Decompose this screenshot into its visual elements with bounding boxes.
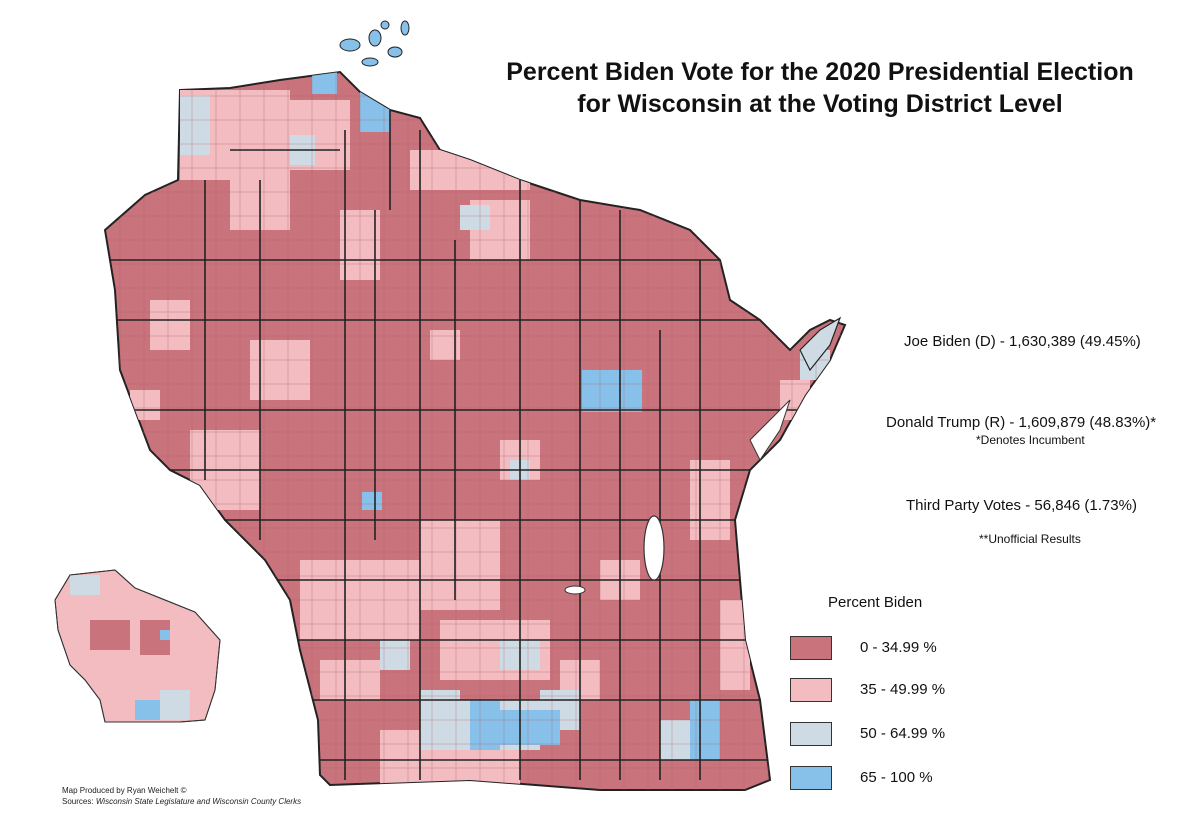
sources-text: Wisconsin State Legislature and Wisconsi…: [95, 797, 302, 806]
small-lake: [564, 585, 586, 595]
biden-result: Joe Biden (D) - 1,630,389 (49.45%): [904, 333, 1141, 350]
title-line-2: for Wisconsin at the Voting District Lev…: [577, 90, 1063, 118]
unofficial-note: **Unofficial Results: [979, 532, 1081, 546]
legend-swatch: [790, 766, 832, 790]
map-sources: Sources: Wisconsin State Legislature and…: [62, 797, 301, 806]
legend-label: 50 - 64.99 %: [860, 725, 946, 742]
third-party-result: Third Party Votes - 56,846 (1.73%): [906, 497, 1137, 514]
county-borders: [105, 110, 845, 780]
sources-label: Sources:: [62, 797, 94, 806]
legend-swatch: [790, 722, 832, 746]
map-title: Percent Biden Vote for the 2020 Presiden…: [450, 56, 1190, 120]
title-line-1: Percent Biden Vote for the 2020 Presiden…: [506, 58, 1134, 86]
legend-item-65-100: 65 - 100 %: [790, 766, 990, 792]
apostle-islands: [339, 20, 410, 67]
lake-winnebago: [643, 515, 665, 581]
legend-item-35-50: 35 - 49.99 %: [790, 678, 990, 704]
green-bay-water: [749, 399, 791, 461]
legend-item-50-65: 50 - 64.99 %: [790, 722, 990, 748]
inset-map: [54, 569, 221, 723]
legend-swatch: [790, 678, 832, 702]
map-credit: Map Produced by Ryan Weichelt ©: [62, 786, 187, 795]
legend-title: Percent Biden: [828, 594, 923, 611]
incumbent-note: *Denotes Incumbent: [976, 433, 1085, 447]
trump-result: Donald Trump (R) - 1,609,879 (48.83%)*: [886, 414, 1157, 431]
legend-label: 0 - 34.99 %: [860, 639, 937, 656]
legend-label: 35 - 49.99 %: [860, 681, 946, 698]
legend-label: 65 - 100 %: [860, 769, 933, 786]
door-peninsula: [799, 316, 842, 372]
legend-swatch: [790, 636, 832, 660]
legend-item-0-35: 0 - 34.99 %: [790, 636, 990, 662]
